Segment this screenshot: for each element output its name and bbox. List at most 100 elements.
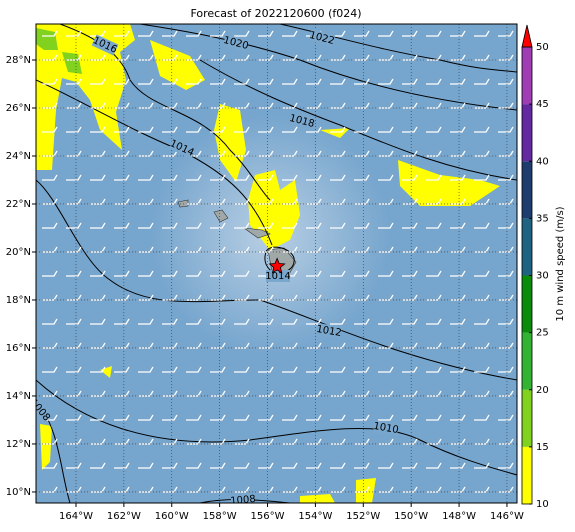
x-tick-label: 158°W — [203, 511, 237, 522]
wind-barb — [426, 78, 442, 85]
wind-barb — [282, 414, 298, 421]
colorbar-bin — [522, 389, 532, 447]
wind-barb — [450, 30, 466, 37]
wind-barb — [234, 414, 250, 421]
wind-barb — [306, 174, 322, 181]
wind-barb — [306, 270, 322, 277]
wind-barb — [114, 318, 130, 325]
wind-barb — [258, 462, 274, 469]
wind-barb — [306, 414, 322, 421]
wind-barb — [186, 414, 202, 421]
wind-barb — [498, 78, 514, 85]
colorbar-tick-label: 40 — [536, 156, 549, 167]
wind-barb — [258, 174, 274, 181]
wind-speed-shading — [36, 24, 500, 503]
colorbar-tick-label: 25 — [536, 328, 549, 339]
wind-barb — [234, 126, 250, 133]
wind-barb — [498, 366, 514, 373]
wind-barb — [450, 174, 466, 181]
x-tick-label: 148°W — [442, 511, 476, 522]
wind-barb — [258, 78, 274, 85]
wind-barb — [474, 126, 490, 133]
wind-barb — [282, 366, 298, 373]
wind-barb — [330, 126, 346, 133]
wind-barb — [210, 30, 226, 37]
wind-barb — [42, 270, 58, 277]
wind-barb — [138, 30, 154, 37]
colorbar-bin — [522, 446, 532, 504]
wind-barb — [210, 78, 226, 85]
colorbar-tick-label: 15 — [536, 442, 549, 453]
y-tick-label: 24°N — [6, 151, 31, 162]
wind-barb — [114, 174, 130, 181]
colorbar-tick-label: 30 — [536, 271, 549, 282]
wind-barb — [114, 222, 130, 229]
wind-barb — [42, 462, 58, 469]
wind-barb — [42, 30, 58, 37]
wind-barb — [66, 270, 82, 277]
y-tick-label: 14°N — [6, 391, 31, 402]
wind-barb — [354, 366, 370, 373]
wind-barb — [354, 126, 370, 133]
y-tick-label: 16°N — [6, 343, 31, 354]
wind-barb — [354, 78, 370, 85]
wind-barb — [234, 222, 250, 229]
wind-barb — [138, 318, 154, 325]
x-tick-label: 164°W — [59, 511, 93, 522]
location-marker — [268, 257, 286, 274]
isobar-label: 1010 — [372, 421, 399, 436]
wind-barb — [330, 174, 346, 181]
wind-barb — [330, 462, 346, 469]
wind-barb — [42, 126, 58, 133]
colorbar-extend — [521, 24, 533, 48]
y-tick-label: 18°N — [6, 295, 31, 306]
wind-barb — [402, 30, 418, 37]
wind-barb — [186, 30, 202, 37]
wind-barb — [282, 30, 298, 37]
wind-barb — [234, 366, 250, 373]
wind-barb — [210, 270, 226, 277]
y-tick-label: 12°N — [6, 439, 31, 450]
wind-barb — [234, 318, 250, 325]
wind-barb — [114, 414, 130, 421]
colorbar-bin — [522, 161, 532, 219]
wind-barb — [90, 414, 106, 421]
wind-barb — [498, 270, 514, 277]
wind-barb — [378, 126, 394, 133]
title: Forecast of 2022120600 (f024) — [190, 7, 361, 20]
wind-barb — [90, 270, 106, 277]
wind-barb — [378, 318, 394, 325]
wind-barb — [402, 126, 418, 133]
isobar-label-bg — [36, 396, 53, 424]
wind-barb — [210, 462, 226, 469]
colorbar-bin — [522, 275, 532, 333]
wind-barb — [450, 414, 466, 421]
wind-barb — [426, 222, 442, 229]
wind-barb — [66, 174, 82, 181]
wind-barb — [474, 462, 490, 469]
wind-barb — [138, 126, 154, 133]
wind-barb — [138, 174, 154, 181]
wind-barb — [138, 366, 154, 373]
isobar-label: 1014 — [265, 271, 290, 282]
colorbar-tick-label: 10 — [536, 499, 549, 510]
wind-barb — [330, 318, 346, 325]
wind-barb — [162, 30, 178, 37]
wind-barb — [66, 30, 82, 37]
wind-barb — [186, 174, 202, 181]
wind-barb — [450, 78, 466, 85]
y-tick-label: 28°N — [6, 55, 31, 66]
wind-barb — [162, 318, 178, 325]
wind-barb — [66, 414, 82, 421]
wind-barb — [210, 366, 226, 373]
wind-barb — [162, 78, 178, 85]
wind-barb — [330, 222, 346, 229]
wind-barb — [474, 318, 490, 325]
colorbar-bin — [522, 47, 532, 105]
wind-barb — [186, 126, 202, 133]
wind-barb — [378, 414, 394, 421]
wind-barb — [114, 366, 130, 373]
wind-barb — [138, 270, 154, 277]
wind-barb — [90, 318, 106, 325]
wind-barb — [378, 222, 394, 229]
